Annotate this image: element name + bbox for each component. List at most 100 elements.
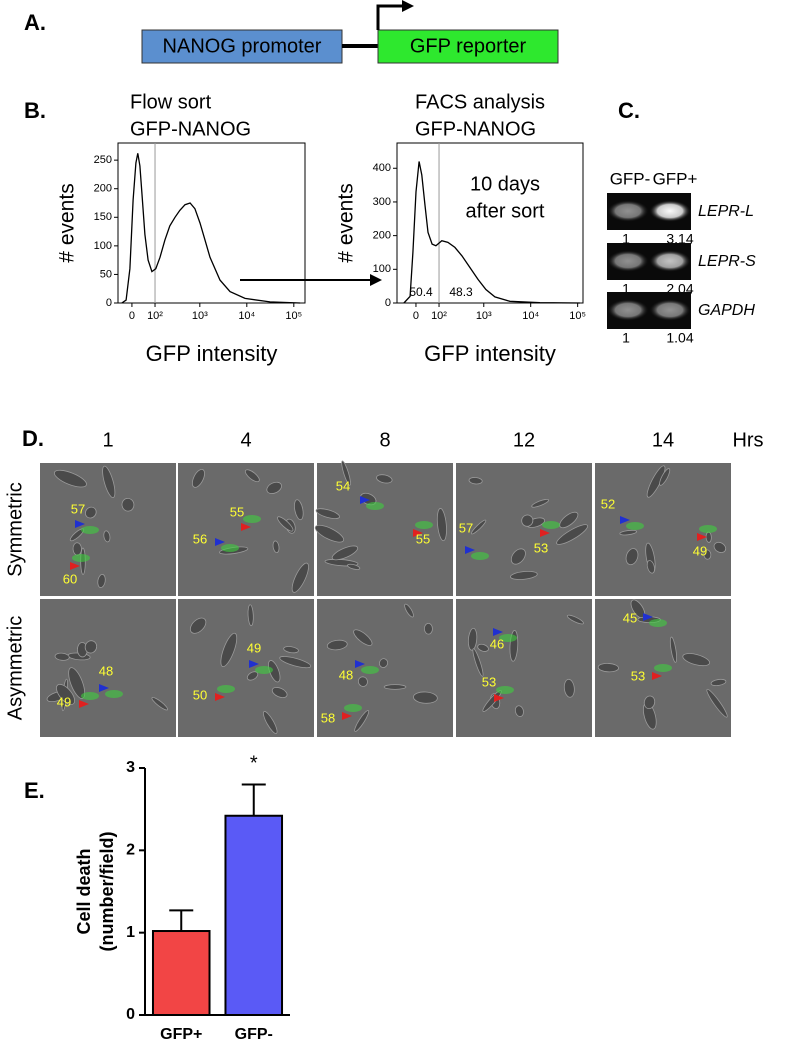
gel-band <box>607 200 649 222</box>
y-tick-label: 400 <box>373 162 391 174</box>
cell-shape <box>669 636 678 663</box>
arrowhead <box>249 660 259 668</box>
gfp-cell <box>217 685 235 693</box>
cell-shape <box>472 648 484 677</box>
gfp-cell <box>499 634 517 642</box>
cell-shape <box>383 684 407 690</box>
cell-shape <box>643 695 656 710</box>
y-tick-label: 200 <box>94 183 112 195</box>
x-tick-label: 0 <box>413 310 419 322</box>
cell-shape <box>705 531 712 543</box>
x-tick-label: 10² <box>431 310 447 322</box>
cell-shape <box>556 524 589 545</box>
annotation: after sort <box>466 200 545 222</box>
x-axis-label: GFP intensity <box>424 341 556 366</box>
cell-shape <box>706 688 728 718</box>
panel-label: A. <box>24 10 46 35</box>
gfp-cell <box>496 686 514 694</box>
cell-shape <box>619 529 637 536</box>
micrograph <box>40 599 176 737</box>
tss-arrowhead <box>402 0 414 12</box>
arrowhead <box>652 672 662 680</box>
cell-shape <box>353 629 373 646</box>
y-axis-label: Cell death <box>74 848 94 934</box>
y-tick-label: 100 <box>373 263 391 275</box>
cell-number: 54 <box>336 478 350 493</box>
tss-arrow <box>376 4 404 30</box>
gfp-cell <box>255 666 273 674</box>
arrowhead <box>215 538 225 546</box>
cell-shape <box>72 542 82 556</box>
cell-shape <box>102 465 116 498</box>
x-tick-label: GFP- <box>235 1026 273 1042</box>
gfp-cell <box>81 526 99 534</box>
cell-number: 53 <box>631 668 645 683</box>
gfp-cell <box>105 690 123 698</box>
arrowhead <box>360 496 370 504</box>
arrowhead <box>494 694 504 702</box>
y-tick-label: 2 <box>126 842 135 859</box>
histogram-line <box>403 161 580 304</box>
cell-shape <box>53 469 87 488</box>
plot-frame <box>396 142 584 304</box>
cell-shape <box>189 617 207 634</box>
cell-shape <box>331 545 359 561</box>
cell-shape <box>294 499 304 521</box>
time-label: 1 <box>102 429 113 451</box>
bar <box>224 814 284 1017</box>
cell-shape <box>703 549 712 560</box>
cell-shape <box>326 639 348 651</box>
gfp-cell <box>72 554 90 562</box>
cell-shape <box>559 511 579 529</box>
plot-frame <box>117 142 306 304</box>
band-quantity: 1 <box>622 281 630 297</box>
gfp-cell <box>243 515 261 523</box>
cell-shape <box>263 711 278 734</box>
cell-number: 48 <box>99 663 113 678</box>
y-tick-label: 0 <box>126 1006 135 1023</box>
y-tick-label: 150 <box>94 211 112 223</box>
time-label: 14 <box>652 429 674 451</box>
cell-number: 57 <box>459 520 473 535</box>
band-quantity: 3.14 <box>666 231 693 247</box>
arrowhead <box>413 529 423 537</box>
arrowhead <box>697 533 707 541</box>
cell-shape <box>471 519 487 535</box>
micrograph <box>317 599 453 737</box>
cell-number: 53 <box>482 674 496 689</box>
cell-shape <box>315 508 340 520</box>
gfp-cell <box>471 552 489 560</box>
gfp-cell <box>81 692 99 700</box>
arrowhead <box>342 712 352 720</box>
cell-shape <box>510 570 538 580</box>
cell-shape <box>597 663 619 673</box>
row-label: Asymmetric <box>4 616 26 720</box>
arrowhead <box>643 613 653 621</box>
cell-shape <box>271 687 288 699</box>
panel-label: D. <box>22 426 44 451</box>
significance: * <box>250 753 258 775</box>
gel-band <box>607 299 649 321</box>
time-label: 4 <box>240 429 251 451</box>
x-tick-label: 10⁴ <box>522 310 539 322</box>
cell-shape <box>341 460 351 486</box>
cell-shape <box>423 622 433 635</box>
column-header: GFP+ <box>653 169 698 188</box>
x-tick-label: 10² <box>147 310 163 322</box>
cell-number: 46 <box>490 636 504 651</box>
cell-shape <box>413 691 438 704</box>
gfp-cell <box>699 525 717 533</box>
cell-shape <box>357 676 368 687</box>
charts: Flow sort GFP-NANOG GFP intensity # events 0… <box>56 91 587 1042</box>
chart-title: GFP-NANOG <box>415 118 536 140</box>
gfp-cell <box>366 502 384 510</box>
cell-shape <box>151 697 168 711</box>
cell-number: 53 <box>534 540 548 555</box>
cell-shape <box>682 653 710 667</box>
gfp-cell <box>654 664 672 672</box>
cell-number: 60 <box>63 571 77 586</box>
cell-number: 50 <box>193 687 207 702</box>
arrowhead <box>70 562 80 570</box>
y-tick-label: 200 <box>373 230 391 242</box>
